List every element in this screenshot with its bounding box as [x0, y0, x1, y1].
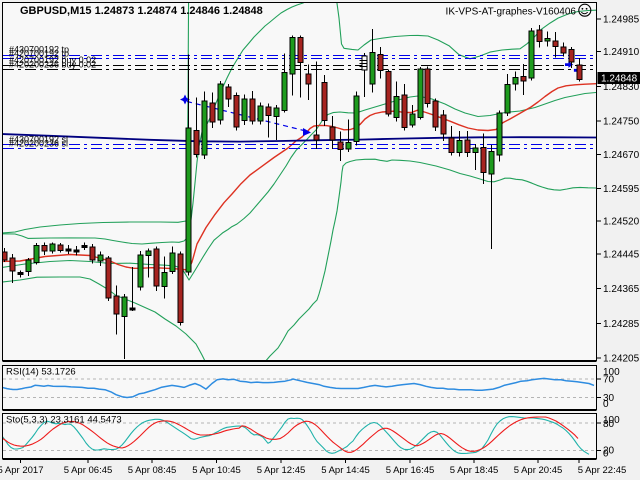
- svg-text:1.24205: 1.24205: [603, 354, 640, 365]
- svg-text:5 Apr 12:45: 5 Apr 12:45: [257, 465, 306, 476]
- svg-text:1.24750: 1.24750: [603, 117, 640, 128]
- svg-text:1.24595: 1.24595: [603, 184, 640, 195]
- svg-text:80: 80: [603, 419, 615, 430]
- svg-text:#420700192 tp: #420700192 tp: [9, 49, 69, 59]
- svg-text:5 Apr 18:45: 5 Apr 18:45: [450, 465, 499, 476]
- svg-text:0: 0: [603, 448, 609, 459]
- svg-text:100: 100: [603, 367, 620, 378]
- svg-text:1.24520: 1.24520: [603, 217, 640, 228]
- svg-text:5 Apr 10:45: 5 Apr 10:45: [192, 465, 241, 476]
- svg-text:1.24445: 1.24445: [603, 249, 640, 260]
- svg-text:5 Apr 22:45: 5 Apr 22:45: [578, 465, 627, 476]
- svg-text:100: 100: [603, 415, 620, 426]
- svg-text:RSI(14) 53.1726: RSI(14) 53.1726: [6, 367, 76, 378]
- svg-text:20: 20: [603, 445, 615, 456]
- svg-text:5 Apr 16:45: 5 Apr 16:45: [386, 465, 435, 476]
- svg-text:1.24830: 1.24830: [603, 82, 640, 93]
- svg-text:5 Apr 08:45: 5 Apr 08:45: [128, 465, 177, 476]
- svg-text:#430700192 sl: #430700192 sl: [9, 135, 68, 145]
- svg-text:IK-VPS-AT-graphes-V160406: IK-VPS-AT-graphes-V160406: [446, 7, 577, 18]
- svg-text:70: 70: [603, 375, 615, 386]
- svg-text:#420200236 sl: #420200236 sl: [9, 139, 68, 149]
- svg-text:#430700192 tp: #430700192 tp: [9, 45, 69, 55]
- svg-text:0: 0: [603, 399, 609, 410]
- svg-text:1.24365: 1.24365: [603, 284, 640, 295]
- svg-text:5 Apr 14:45: 5 Apr 14:45: [321, 465, 370, 476]
- svg-text:5 Apr 06:45: 5 Apr 06:45: [64, 465, 113, 476]
- svg-text:1.24910: 1.24910: [603, 47, 640, 58]
- svg-text:GBPUSD,M15 1.24873 1.24874 1.: GBPUSD,M15 1.24873 1.24874 1.24846 1.248…: [20, 5, 263, 17]
- svg-text:1.24285: 1.24285: [603, 319, 640, 330]
- svg-text:5 Apr 20:45: 5 Apr 20:45: [514, 465, 563, 476]
- svg-text:#420700192 buy 0.02: #420700192 buy 0.02: [9, 55, 96, 65]
- svg-text:Sto(5,3,3) 23.3161 44.5473: Sto(5,3,3) 23.3161 44.5473: [6, 415, 122, 426]
- svg-text:1.24848: 1.24848: [601, 74, 638, 85]
- svg-text:5 Apr 2017: 5 Apr 2017: [0, 465, 43, 476]
- svg-text:1.24670: 1.24670: [603, 150, 640, 161]
- svg-text:30: 30: [603, 393, 615, 404]
- svg-text:1.24985: 1.24985: [603, 15, 640, 26]
- svg-text:#420200236 buy 0.02: #420200236 buy 0.02: [9, 60, 96, 70]
